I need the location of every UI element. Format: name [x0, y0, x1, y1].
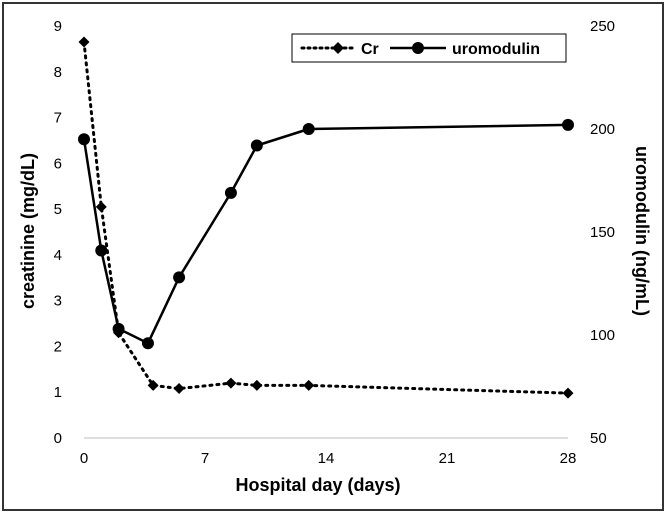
- y-left-tick-label: 7: [54, 110, 62, 127]
- legend-uromodulin-marker: [412, 42, 424, 54]
- data-point-uromodulin: [141, 337, 154, 350]
- y-left-tick-label: 6: [54, 155, 62, 172]
- series-line-Cr: [82, 40, 570, 395]
- y-right-tick-label: 50: [590, 430, 607, 447]
- x-tick-label: 14: [318, 450, 335, 467]
- series-markers: [78, 36, 574, 399]
- data-point-uromodulin: [224, 186, 237, 199]
- series-lines: [82, 40, 570, 395]
- y-left-tick-label: 5: [54, 201, 62, 218]
- y-left-tick-label: 9: [54, 18, 62, 35]
- legend-uromodulin-label: uromodulin: [452, 41, 540, 58]
- x-tick-label: 0: [80, 450, 88, 467]
- y-right-axis-title: uromodulin (ng/mL): [632, 146, 652, 316]
- data-point-uromodulin: [562, 118, 574, 131]
- y-right-tick-label: 200: [590, 121, 615, 138]
- data-point-uromodulin: [173, 271, 186, 284]
- data-point-uromodulin: [95, 244, 108, 257]
- data-point-uromodulin: [112, 322, 125, 335]
- data-point-uromodulin: [302, 123, 315, 135]
- x-tick-label: 7: [201, 450, 209, 467]
- y-left-tick-label: 0: [54, 430, 62, 447]
- y-left-tick-label: 2: [54, 338, 62, 355]
- y-left-tick-label: 8: [54, 64, 62, 81]
- data-point-Cr: [251, 379, 263, 391]
- data-point-Cr: [173, 383, 185, 395]
- data-point-Cr: [225, 377, 237, 389]
- y-right-tick-label: 150: [590, 224, 615, 241]
- y-left-tick-label: 1: [54, 384, 62, 401]
- legend-cr-marker: [332, 42, 344, 54]
- data-point-Cr: [78, 36, 90, 48]
- data-point-uromodulin: [78, 133, 90, 146]
- legend: Cr uromodulin: [291, 33, 567, 63]
- legend-cr-label: Cr: [361, 41, 379, 58]
- x-tick-label: 21: [439, 450, 456, 467]
- data-point-Cr: [147, 379, 159, 391]
- data-point-Cr: [95, 201, 107, 213]
- tick-labels: 0 1 2 3 4 5 6 7 8 9 50 100 150 200 250 0 7 14 21 28: [54, 18, 615, 467]
- y-right-tick-label: 250: [590, 18, 615, 35]
- y-left-tick-label: 4: [54, 247, 62, 264]
- y-left-tick-label: 3: [54, 293, 62, 310]
- series-line-uromodulin: [82, 123, 570, 345]
- data-point-Cr: [562, 387, 574, 399]
- x-tick-label: 28: [560, 450, 577, 467]
- data-point-Cr: [303, 379, 315, 391]
- y-left-axis-title: creatinine (mg/dL): [18, 153, 38, 309]
- y-right-tick-label: 100: [590, 327, 615, 344]
- data-point-uromodulin: [250, 139, 263, 152]
- x-axis-title: Hospital day (days): [235, 475, 400, 495]
